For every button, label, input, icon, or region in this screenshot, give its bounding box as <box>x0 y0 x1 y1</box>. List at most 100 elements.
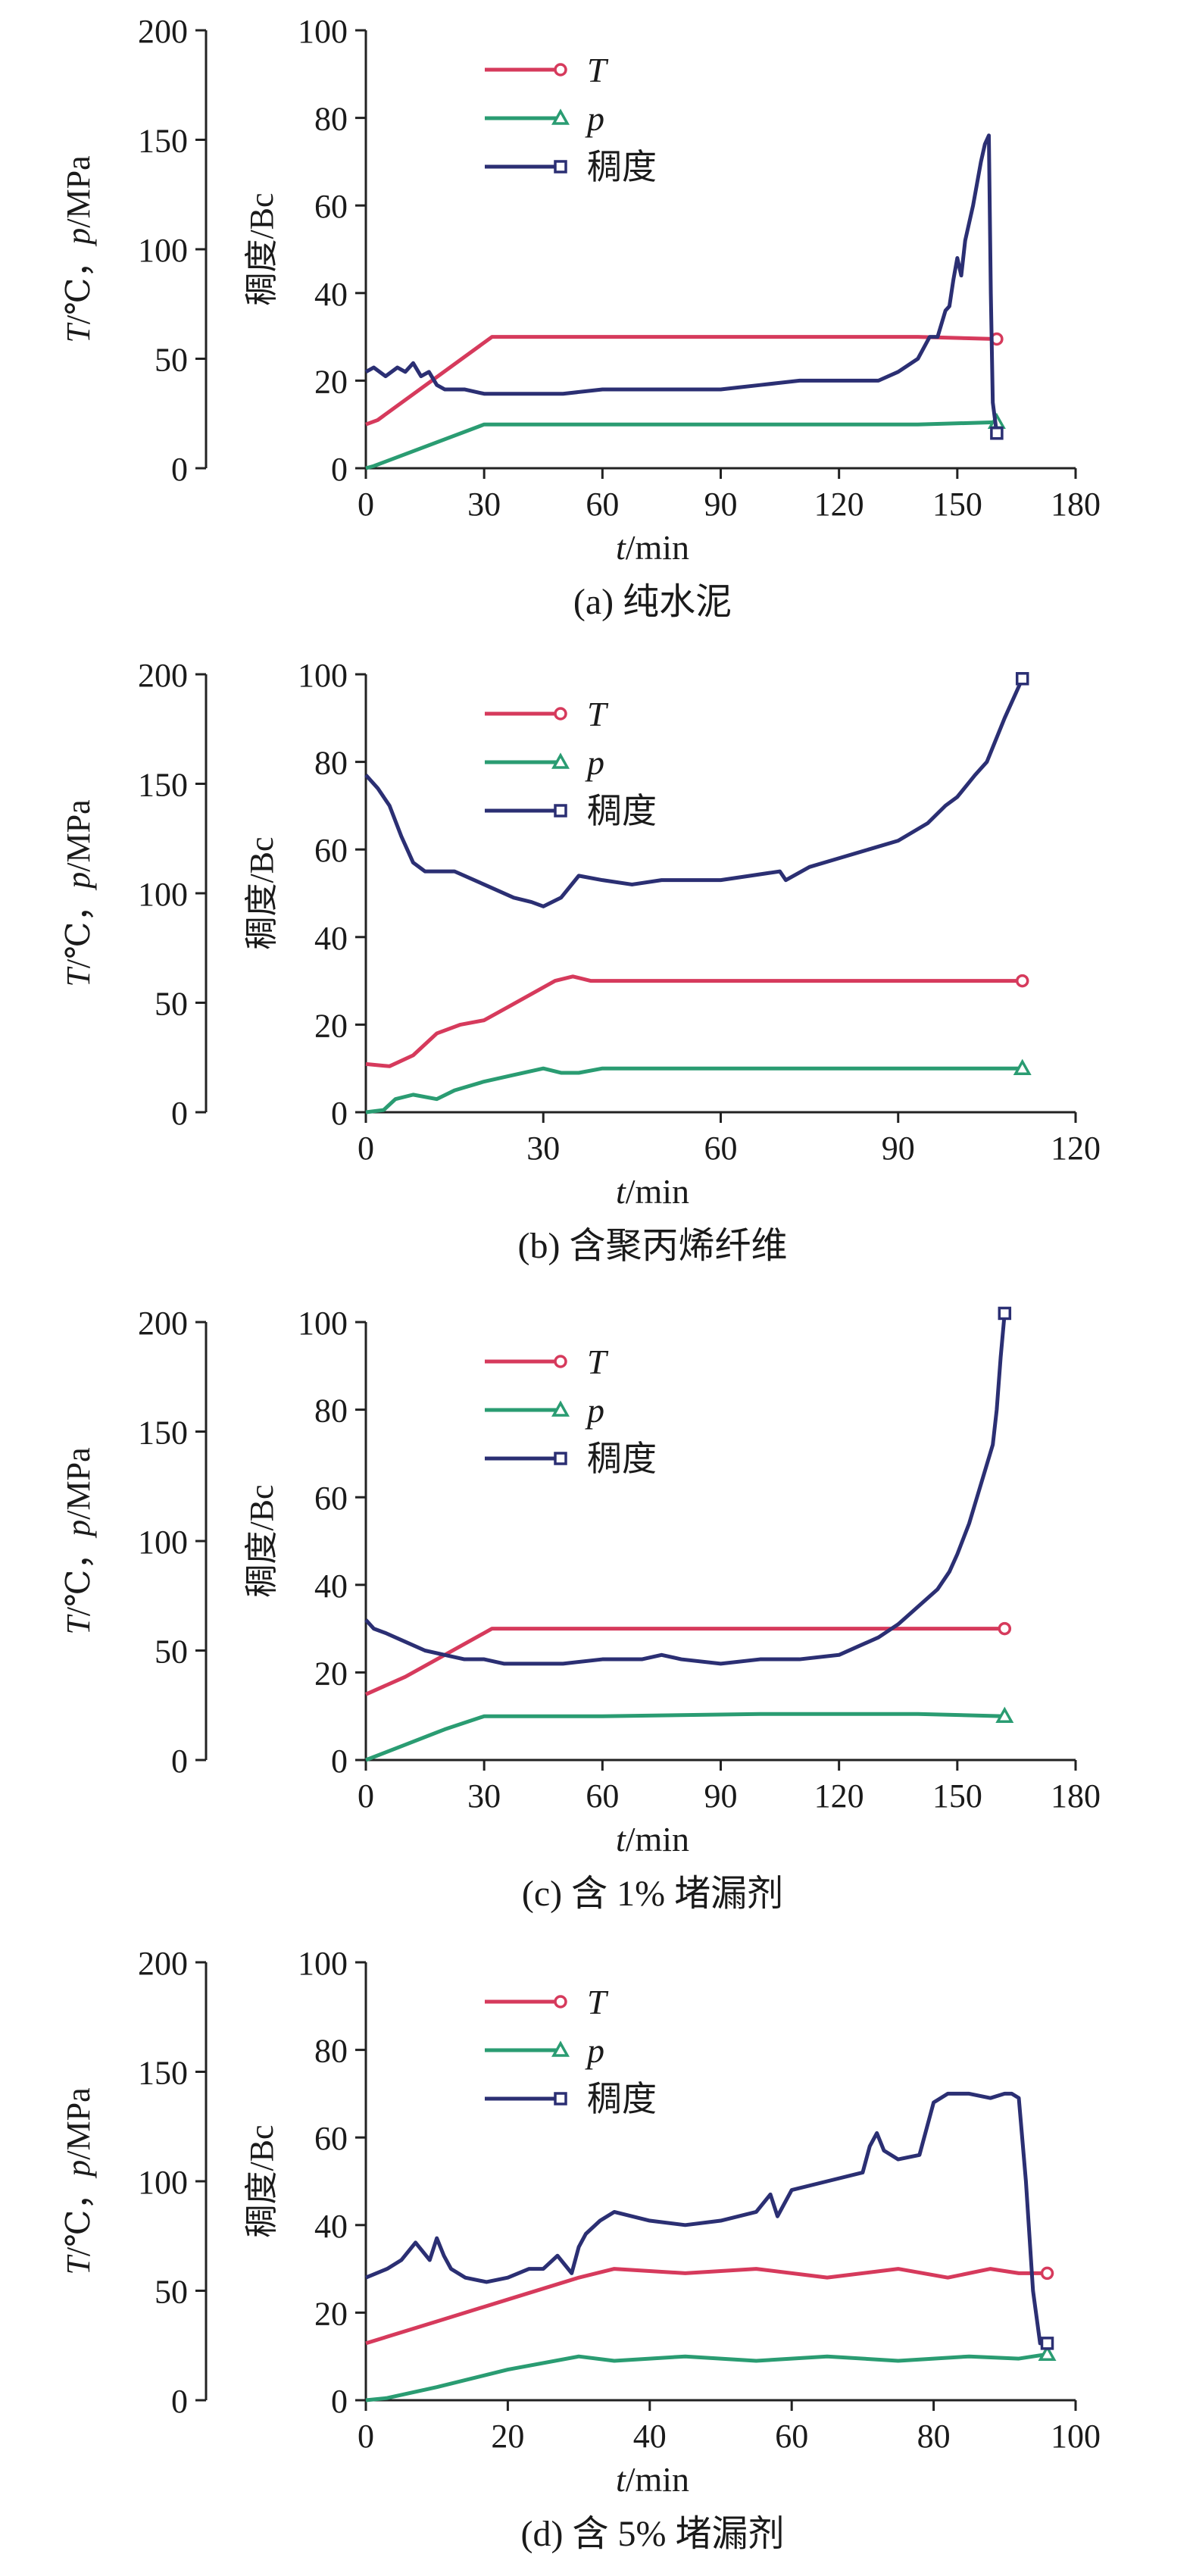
x-tick-label: 0 <box>358 2418 374 2455</box>
right-tick-label: 80 <box>314 1393 348 1430</box>
x-axis-label: t/min <box>616 2460 689 2499</box>
series-end-marker-1 <box>1015 974 1029 988</box>
x-tick-label: 30 <box>467 1777 501 1815</box>
right-tick-label: 80 <box>314 745 348 782</box>
right-axis-label: 稠度/Bc <box>243 836 280 949</box>
legend-marker-1 <box>554 707 567 721</box>
right-tick-label: 0 <box>331 1743 348 1780</box>
series-line-2 <box>365 1712 1005 1762</box>
left-tick-label: 0 <box>171 2383 188 2420</box>
legend-marker-1 <box>554 1355 567 1368</box>
panel-caption: (b) 含聚丙烯纤维 <box>518 1226 788 1266</box>
right-tick-label: 20 <box>314 2295 348 2332</box>
x-tick-label: 120 <box>1051 1130 1101 1167</box>
x-axis-label: t/min <box>616 1172 689 1211</box>
left-tick-label: 200 <box>138 1305 188 1342</box>
left-axis-label: T/℃，p/MPa <box>60 799 97 986</box>
right-tick-label: 80 <box>314 101 348 138</box>
left-tick-label: 50 <box>155 2274 188 2311</box>
series-end-marker-1 <box>998 1621 1012 1636</box>
x-tick-label: 180 <box>1051 486 1101 523</box>
x-tick-label: 0 <box>358 1130 374 1167</box>
left-tick-label: 50 <box>155 1633 188 1671</box>
left-tick-label: 150 <box>138 123 188 160</box>
left-tick-label: 150 <box>138 1415 188 1452</box>
series-line-3 <box>364 133 999 434</box>
left-tick-label: 200 <box>138 657 188 694</box>
right-tick-label: 60 <box>314 1480 348 1517</box>
right-tick-label: 40 <box>314 920 348 957</box>
legend-marker-3 <box>554 160 567 174</box>
left-tick-label: 200 <box>138 13 188 50</box>
series-end-marker-1 <box>1040 2266 1054 2281</box>
series-end-marker-2 <box>1013 1058 1032 1075</box>
series-line-3 <box>364 677 1025 908</box>
panel-caption: (c) 含 1% 堵漏剂 <box>522 1874 783 1914</box>
x-tick-label: 90 <box>704 1777 738 1815</box>
x-tick-label: 150 <box>932 486 982 523</box>
right-tick-label: 100 <box>298 1945 348 1982</box>
series-end-marker-3 <box>998 1306 1012 1321</box>
legend-label-2: p <box>585 2031 604 2070</box>
left-tick-label: 100 <box>138 2164 188 2201</box>
series-end-marker-3 <box>1040 2337 1054 2350</box>
legend-label-2: p <box>585 99 604 138</box>
chart-panel-2: 0 50 100 150 200 T/℃，p/MPa 0 20 40 60 80 100 稠度/Bc 0 3… <box>60 657 1101 1266</box>
right-axis-label: 稠度/Bc <box>243 2124 280 2237</box>
panel-caption: (a) 纯水泥 <box>573 582 732 622</box>
legend-marker-2 <box>551 108 570 125</box>
series-line-1 <box>365 2267 1048 2346</box>
x-axis-label: t/min <box>616 528 689 567</box>
x-tick-label: 20 <box>491 2418 524 2455</box>
x-tick-label: 60 <box>586 486 619 523</box>
chart-panel-3: 0 50 100 150 200 T/℃，p/MPa 0 20 40 60 80 100 稠度/Bc 0 3… <box>60 1305 1101 1914</box>
left-tick-label: 50 <box>155 342 188 379</box>
left-tick-label: 150 <box>138 2055 188 2092</box>
left-tick-label: 200 <box>138 1945 188 1982</box>
series-line-2 <box>365 420 997 470</box>
chart-panel-4: 0 50 100 150 200 T/℃，p/MPa 0 20 40 60 80 100 稠度/Bc 0 2… <box>60 1945 1101 2554</box>
x-tick-label: 120 <box>814 1777 864 1815</box>
legend-label-3: 稠度 <box>587 792 657 830</box>
x-tick-label: 60 <box>586 1777 619 1815</box>
series-end-marker-3 <box>1015 672 1029 686</box>
series-end-marker-3 <box>990 427 1004 440</box>
right-tick-label: 0 <box>331 451 348 488</box>
legend-marker-2 <box>551 1400 570 1417</box>
x-tick-label: 0 <box>358 1777 374 1815</box>
legend-marker-3 <box>554 1452 567 1465</box>
right-tick-label: 100 <box>298 657 348 694</box>
series-line-2 <box>365 1066 1023 1114</box>
x-tick-label: 90 <box>704 486 738 523</box>
legend-label-1: T <box>587 51 609 89</box>
x-tick-label: 0 <box>358 486 374 523</box>
left-tick-label: 100 <box>138 232 188 269</box>
legend-marker-3 <box>554 2092 567 2106</box>
right-tick-label: 40 <box>314 2208 348 2245</box>
right-tick-label: 100 <box>298 13 348 50</box>
x-tick-label: 30 <box>467 486 501 523</box>
right-tick-label: 60 <box>314 2120 348 2157</box>
x-tick-label: 150 <box>932 1777 982 1815</box>
series-line-1 <box>365 974 1023 1068</box>
right-tick-label: 80 <box>314 2033 348 2070</box>
x-tick-label: 60 <box>704 1130 738 1167</box>
right-tick-label: 100 <box>298 1305 348 1342</box>
legend-label-3: 稠度 <box>587 148 657 186</box>
right-axis-label: 稠度/Bc <box>243 192 280 305</box>
x-tick-label: 90 <box>882 1130 915 1167</box>
right-tick-label: 20 <box>314 1655 348 1692</box>
right-tick-label: 60 <box>314 832 348 869</box>
left-tick-label: 100 <box>138 1524 188 1561</box>
legend-marker-2 <box>551 752 570 769</box>
right-tick-label: 20 <box>314 363 348 400</box>
left-tick-label: 0 <box>171 1743 188 1780</box>
panel-caption: (d) 含 5% 堵漏剂 <box>521 2514 785 2554</box>
x-tick-label: 100 <box>1051 2418 1101 2455</box>
left-tick-label: 50 <box>155 986 188 1023</box>
right-tick-label: 40 <box>314 276 348 313</box>
legend-marker-1 <box>554 63 567 77</box>
left-tick-label: 0 <box>171 451 188 488</box>
left-tick-label: 150 <box>138 767 188 804</box>
